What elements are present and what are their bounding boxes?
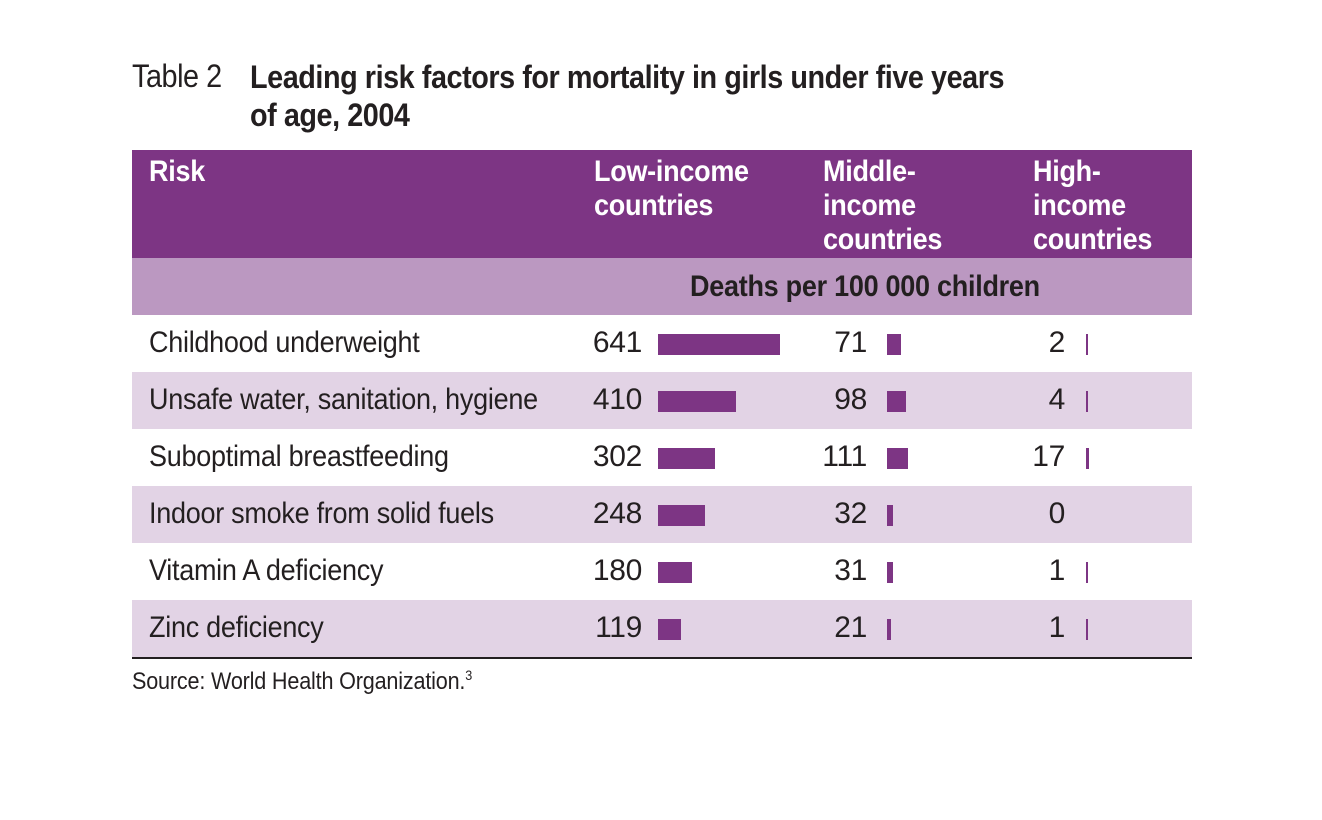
- source-note: Source: World Health Organization.3: [132, 667, 472, 696]
- low-income-bar: [658, 334, 780, 355]
- high-income-bar: [1086, 448, 1090, 469]
- risk-label: Childhood underweight: [149, 326, 420, 359]
- source-ref: 3: [465, 667, 473, 683]
- table-row: Zinc deficiency 119 21 1: [132, 600, 1192, 657]
- middle-income-value: 21: [834, 611, 867, 644]
- high-income-value: 2: [1048, 326, 1066, 359]
- low-income-value: 119: [595, 611, 642, 644]
- middle-income-bar: [887, 619, 891, 640]
- table-label: Table 2: [132, 58, 222, 94]
- middle-income-bar: [887, 562, 893, 583]
- middle-income-value: 32: [834, 497, 867, 530]
- source-text: Source: World Health Organization.: [132, 668, 466, 695]
- middle-income-bar: [887, 334, 901, 355]
- bottom-rule: [132, 657, 1192, 659]
- low-income-bar: [658, 448, 716, 469]
- table-header: Risk Low-income countries Middle-income …: [132, 150, 1192, 258]
- middle-income-value: 98: [834, 383, 867, 416]
- header-high-income: High-income countries: [1033, 155, 1153, 256]
- risk-label: Vitamin A deficiency: [149, 554, 384, 587]
- table-title: Leading risk factors for mortality in gi…: [250, 59, 1005, 133]
- high-income-value: 17: [1032, 440, 1065, 473]
- table-row: Indoor smoke from solid fuels 248 32 0: [132, 486, 1192, 543]
- high-income-bar: [1086, 334, 1088, 355]
- low-income-value: 410: [592, 383, 642, 416]
- risk-label: Unsafe water, sanitation, hygiene: [149, 383, 538, 416]
- table-row: Childhood underweight 641 71 2: [132, 315, 1192, 372]
- high-income-value: 0: [1048, 497, 1066, 530]
- header-middle-income: Middle-income countries: [823, 155, 943, 256]
- risk-label: Suboptimal breastfeeding: [149, 440, 449, 473]
- middle-income-bar: [887, 391, 906, 412]
- risk-label: Zinc deficiency: [149, 611, 324, 644]
- high-income-value: 1: [1048, 554, 1066, 587]
- table-row: Suboptimal breastfeeding 302 111 17: [132, 429, 1192, 486]
- middle-income-value: 31: [834, 554, 867, 587]
- high-income-value: 1: [1048, 611, 1066, 644]
- low-income-bar: [658, 619, 681, 640]
- low-income-bar: [658, 505, 706, 526]
- units-subheader: Deaths per 100 000 children: [132, 258, 1192, 315]
- high-income-bar: [1086, 619, 1088, 640]
- low-income-bar: [658, 562, 693, 583]
- table-row: Vitamin A deficiency 180 31 1: [132, 543, 1192, 600]
- low-income-value: 641: [592, 326, 642, 359]
- low-income-value: 180: [592, 554, 642, 587]
- high-income-value: 4: [1048, 383, 1066, 416]
- risk-label: Indoor smoke from solid fuels: [149, 497, 494, 530]
- middle-income-value: 71: [834, 326, 867, 359]
- table-row: Unsafe water, sanitation, hygiene 410 98 4: [132, 372, 1192, 429]
- units-label: Deaths per 100 000 children: [690, 270, 1040, 303]
- high-income-bar: [1086, 562, 1088, 583]
- middle-income-bar: [887, 448, 909, 469]
- low-income-value: 248: [592, 497, 642, 530]
- low-income-bar: [658, 391, 737, 412]
- low-income-value: 302: [592, 440, 642, 473]
- high-income-bar: [1086, 391, 1088, 412]
- middle-income-bar: [887, 505, 894, 526]
- middle-income-value: 111: [822, 440, 867, 473]
- header-low-income: Low-income countries: [594, 155, 749, 222]
- header-risk: Risk: [149, 155, 205, 188]
